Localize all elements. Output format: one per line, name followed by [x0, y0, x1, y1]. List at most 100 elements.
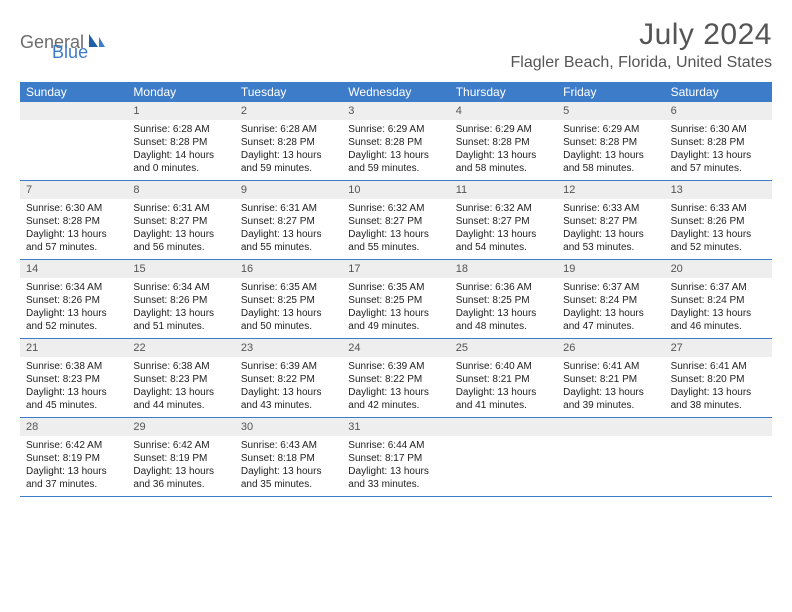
sunset-line: Sunset: 8:23 PM	[26, 373, 121, 386]
day-cell: 14Sunrise: 6:34 AMSunset: 8:26 PMDayligh…	[20, 260, 127, 338]
sunrise-line: Sunrise: 6:29 AM	[563, 123, 658, 136]
sunrise-line: Sunrise: 6:43 AM	[241, 439, 336, 452]
weekday-header: Sunday	[20, 82, 127, 102]
day-content: Sunrise: 6:44 AMSunset: 8:17 PMDaylight:…	[342, 436, 449, 495]
day-content: Sunrise: 6:39 AMSunset: 8:22 PMDaylight:…	[342, 357, 449, 416]
page-title: July 2024	[511, 18, 772, 52]
day-content: Sunrise: 6:43 AMSunset: 8:18 PMDaylight:…	[235, 436, 342, 495]
daylight-line: Daylight: 13 hours and 58 minutes.	[563, 149, 658, 175]
day-number: 31	[342, 418, 449, 436]
day-number: 18	[450, 260, 557, 278]
sunrise-line: Sunrise: 6:38 AM	[26, 360, 121, 373]
day-content: Sunrise: 6:31 AMSunset: 8:27 PMDaylight:…	[235, 199, 342, 258]
day-content: Sunrise: 6:42 AMSunset: 8:19 PMDaylight:…	[20, 436, 127, 495]
brand-part2: Blue	[52, 42, 88, 63]
sunset-line: Sunset: 8:24 PM	[563, 294, 658, 307]
sunrise-line: Sunrise: 6:39 AM	[348, 360, 443, 373]
day-cell: 22Sunrise: 6:38 AMSunset: 8:23 PMDayligh…	[127, 339, 234, 417]
day-content: Sunrise: 6:28 AMSunset: 8:28 PMDaylight:…	[127, 120, 234, 179]
day-number: 6	[665, 102, 772, 120]
sunrise-line: Sunrise: 6:29 AM	[348, 123, 443, 136]
day-number: 7	[20, 181, 127, 199]
daylight-line: Daylight: 13 hours and 51 minutes.	[133, 307, 228, 333]
sunset-line: Sunset: 8:18 PM	[241, 452, 336, 465]
day-number: 12	[557, 181, 664, 199]
sunset-line: Sunset: 8:28 PM	[563, 136, 658, 149]
day-number: 15	[127, 260, 234, 278]
day-content: Sunrise: 6:35 AMSunset: 8:25 PMDaylight:…	[235, 278, 342, 337]
sunset-line: Sunset: 8:25 PM	[241, 294, 336, 307]
daylight-line: Daylight: 13 hours and 47 minutes.	[563, 307, 658, 333]
daylight-line: Daylight: 13 hours and 57 minutes.	[671, 149, 766, 175]
sunset-line: Sunset: 8:26 PM	[26, 294, 121, 307]
sunrise-line: Sunrise: 6:35 AM	[348, 281, 443, 294]
day-number: 4	[450, 102, 557, 120]
daylight-line: Daylight: 13 hours and 56 minutes.	[133, 228, 228, 254]
daylight-line: Daylight: 13 hours and 53 minutes.	[563, 228, 658, 254]
day-content: Sunrise: 6:29 AMSunset: 8:28 PMDaylight:…	[557, 120, 664, 179]
day-content	[450, 436, 557, 443]
day-content: Sunrise: 6:29 AMSunset: 8:28 PMDaylight:…	[342, 120, 449, 179]
daylight-line: Daylight: 13 hours and 57 minutes.	[26, 228, 121, 254]
sunrise-line: Sunrise: 6:38 AM	[133, 360, 228, 373]
week-row: 14Sunrise: 6:34 AMSunset: 8:26 PMDayligh…	[20, 260, 772, 339]
daylight-line: Daylight: 13 hours and 33 minutes.	[348, 465, 443, 491]
day-number: 23	[235, 339, 342, 357]
day-content: Sunrise: 6:39 AMSunset: 8:22 PMDaylight:…	[235, 357, 342, 416]
sunrise-line: Sunrise: 6:33 AM	[563, 202, 658, 215]
sunset-line: Sunset: 8:19 PM	[26, 452, 121, 465]
day-content: Sunrise: 6:34 AMSunset: 8:26 PMDaylight:…	[20, 278, 127, 337]
daylight-line: Daylight: 13 hours and 44 minutes.	[133, 386, 228, 412]
daylight-line: Daylight: 13 hours and 37 minutes.	[26, 465, 121, 491]
daylight-line: Daylight: 13 hours and 49 minutes.	[348, 307, 443, 333]
day-cell: 12Sunrise: 6:33 AMSunset: 8:27 PMDayligh…	[557, 181, 664, 259]
sunrise-line: Sunrise: 6:30 AM	[26, 202, 121, 215]
sunset-line: Sunset: 8:23 PM	[133, 373, 228, 386]
day-number	[557, 418, 664, 436]
day-number: 10	[342, 181, 449, 199]
sunset-line: Sunset: 8:17 PM	[348, 452, 443, 465]
daylight-line: Daylight: 13 hours and 55 minutes.	[348, 228, 443, 254]
sunrise-line: Sunrise: 6:44 AM	[348, 439, 443, 452]
daylight-line: Daylight: 13 hours and 59 minutes.	[348, 149, 443, 175]
day-number: 8	[127, 181, 234, 199]
day-number: 27	[665, 339, 772, 357]
sunrise-line: Sunrise: 6:41 AM	[671, 360, 766, 373]
day-number: 25	[450, 339, 557, 357]
day-content	[665, 436, 772, 443]
day-cell: 1Sunrise: 6:28 AMSunset: 8:28 PMDaylight…	[127, 102, 234, 180]
day-content: Sunrise: 6:32 AMSunset: 8:27 PMDaylight:…	[342, 199, 449, 258]
day-number: 16	[235, 260, 342, 278]
sunset-line: Sunset: 8:28 PM	[671, 136, 766, 149]
day-cell: 17Sunrise: 6:35 AMSunset: 8:25 PMDayligh…	[342, 260, 449, 338]
day-cell	[20, 102, 127, 180]
day-content: Sunrise: 6:28 AMSunset: 8:28 PMDaylight:…	[235, 120, 342, 179]
weekday-header: Monday	[127, 82, 234, 102]
day-number: 14	[20, 260, 127, 278]
sunset-line: Sunset: 8:28 PM	[26, 215, 121, 228]
daylight-line: Daylight: 13 hours and 43 minutes.	[241, 386, 336, 412]
location-text: Flagler Beach, Florida, United States	[511, 54, 772, 72]
day-number: 3	[342, 102, 449, 120]
weekday-header: Friday	[557, 82, 664, 102]
day-content: Sunrise: 6:31 AMSunset: 8:27 PMDaylight:…	[127, 199, 234, 258]
day-cell: 5Sunrise: 6:29 AMSunset: 8:28 PMDaylight…	[557, 102, 664, 180]
day-cell: 26Sunrise: 6:41 AMSunset: 8:21 PMDayligh…	[557, 339, 664, 417]
sunrise-line: Sunrise: 6:42 AM	[133, 439, 228, 452]
sunset-line: Sunset: 8:21 PM	[456, 373, 551, 386]
week-row: 21Sunrise: 6:38 AMSunset: 8:23 PMDayligh…	[20, 339, 772, 418]
day-cell: 7 Sunrise: 6:30 AMSunset: 8:28 PMDaylight…	[20, 181, 127, 259]
daylight-line: Daylight: 13 hours and 52 minutes.	[26, 307, 121, 333]
sunset-line: Sunset: 8:19 PM	[133, 452, 228, 465]
day-number: 26	[557, 339, 664, 357]
day-cell: 24Sunrise: 6:39 AMSunset: 8:22 PMDayligh…	[342, 339, 449, 417]
sunset-line: Sunset: 8:28 PM	[241, 136, 336, 149]
day-cell: 15Sunrise: 6:34 AMSunset: 8:26 PMDayligh…	[127, 260, 234, 338]
day-number: 1	[127, 102, 234, 120]
day-cell: 20Sunrise: 6:37 AMSunset: 8:24 PMDayligh…	[665, 260, 772, 338]
day-content: Sunrise: 6:38 AMSunset: 8:23 PMDaylight:…	[127, 357, 234, 416]
day-cell	[665, 418, 772, 496]
sunrise-line: Sunrise: 6:42 AM	[26, 439, 121, 452]
day-cell: 13Sunrise: 6:33 AMSunset: 8:26 PMDayligh…	[665, 181, 772, 259]
day-cell: 29Sunrise: 6:42 AMSunset: 8:19 PMDayligh…	[127, 418, 234, 496]
